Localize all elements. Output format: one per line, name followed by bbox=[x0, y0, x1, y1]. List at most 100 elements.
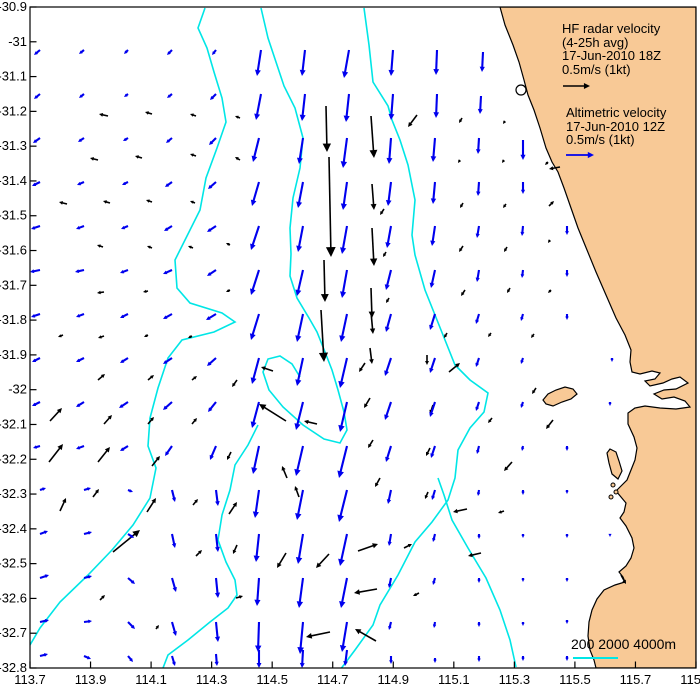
hf-vector-head bbox=[107, 415, 112, 420]
hf-vector-head bbox=[408, 121, 413, 127]
alt-vector-shaft bbox=[338, 489, 349, 521]
alt-vector bbox=[295, 533, 305, 564]
alt-vector bbox=[170, 533, 177, 548]
hf-vector-head bbox=[103, 200, 107, 204]
alt-vector-shaft bbox=[295, 401, 305, 429]
hf-vector bbox=[147, 417, 154, 425]
alt-vector bbox=[210, 93, 217, 100]
alt-vector-shaft bbox=[297, 181, 305, 207]
alt-vector-head bbox=[129, 489, 133, 493]
legend-hf-title: HF radar velocity bbox=[562, 21, 661, 36]
alt-vector bbox=[475, 225, 481, 238]
alt-vector bbox=[386, 489, 393, 504]
alt-vector-head bbox=[608, 402, 612, 406]
alt-vector-head bbox=[165, 451, 170, 456]
bathymetry-contour bbox=[30, 7, 237, 646]
alt-vector bbox=[388, 49, 395, 76]
hf-vector bbox=[195, 550, 202, 557]
alt-vector bbox=[475, 313, 481, 324]
alt-vector-shaft bbox=[298, 577, 305, 607]
alt-vector bbox=[120, 357, 129, 363]
alt-vector-head bbox=[209, 454, 214, 460]
alt-vector-head bbox=[129, 658, 133, 662]
alt-vector-head bbox=[120, 447, 125, 451]
hf-vector-head bbox=[190, 113, 194, 117]
alt-vector bbox=[214, 489, 220, 506]
alt-vector-head bbox=[429, 282, 435, 288]
alt-vector-head bbox=[207, 272, 212, 276]
islet bbox=[608, 494, 614, 500]
alt-vector bbox=[429, 357, 436, 373]
alt-vector bbox=[208, 401, 217, 412]
alt-vector bbox=[163, 313, 173, 319]
alt-scale-arrow bbox=[566, 151, 594, 159]
alt-vector bbox=[254, 577, 261, 606]
alt-vector-head bbox=[172, 631, 177, 636]
y-tick-label: -31.1 bbox=[0, 69, 27, 84]
alt-vector-shaft bbox=[251, 357, 261, 383]
hf-vector bbox=[403, 544, 412, 549]
alt-vector bbox=[476, 489, 481, 496]
hf-vector-head bbox=[532, 390, 536, 394]
alt-vector-head bbox=[171, 543, 177, 548]
legend-alt-date: 17-Jun-2010 12Z bbox=[566, 118, 666, 134]
alt-vector-head bbox=[76, 358, 81, 362]
alt-vector-head bbox=[76, 313, 81, 318]
alt-vector-head bbox=[167, 51, 171, 55]
hf-vector bbox=[59, 201, 68, 205]
alt-vector-head bbox=[208, 407, 213, 412]
legend-alt-title: Altimetric velocity bbox=[566, 105, 667, 120]
alt-vector bbox=[338, 401, 349, 432]
alt-vector-head bbox=[75, 269, 80, 274]
hf-vector bbox=[146, 498, 156, 513]
alt-vector bbox=[123, 137, 129, 141]
hf-vector-head bbox=[368, 443, 372, 448]
hf-vector bbox=[488, 332, 492, 337]
alt-vector bbox=[120, 445, 129, 451]
alt-vector bbox=[127, 621, 135, 629]
alt-vector-head bbox=[214, 636, 221, 642]
alt-vector bbox=[166, 137, 173, 143]
alt-vector-head bbox=[250, 377, 257, 384]
hf-vector-head bbox=[232, 549, 237, 554]
legend-hf-radar: HF radar velocity (4-25h avg) 17-Jun-201… bbox=[562, 22, 661, 76]
alt-vector bbox=[477, 622, 481, 627]
alt-vector bbox=[520, 225, 525, 236]
hf-vector-head bbox=[144, 334, 148, 337]
hf-vector-head bbox=[320, 293, 329, 302]
alt-vector bbox=[249, 313, 261, 340]
y-tick-label: -31.7 bbox=[0, 277, 27, 292]
hf-vector-head bbox=[502, 159, 506, 163]
alt-vector-head bbox=[164, 227, 169, 231]
alt-vector-head bbox=[121, 225, 126, 230]
alt-vector-head bbox=[475, 406, 480, 411]
hf-vector-head bbox=[57, 444, 63, 451]
hf-vector-head bbox=[504, 248, 508, 252]
alt-vector-head bbox=[32, 182, 37, 186]
alt-vector bbox=[127, 489, 133, 493]
hf-vector bbox=[507, 287, 511, 293]
alt-vector bbox=[250, 225, 260, 250]
alt-vector-head bbox=[475, 233, 480, 238]
alt-vector bbox=[433, 93, 440, 118]
bathymetry-contour bbox=[437, 477, 517, 668]
hf-vector-head bbox=[459, 119, 463, 123]
alt-vector-shaft bbox=[298, 137, 305, 163]
alt-vector-head bbox=[339, 645, 347, 652]
hf-vector bbox=[191, 376, 197, 381]
hf-vector-head bbox=[56, 408, 62, 414]
hf-vector bbox=[99, 595, 105, 601]
alt-vector bbox=[39, 530, 48, 535]
hf-vector bbox=[408, 114, 418, 127]
hf-vector bbox=[145, 111, 153, 115]
alt-vector bbox=[214, 577, 221, 598]
alt-vector bbox=[477, 534, 481, 539]
alt-vector bbox=[520, 269, 525, 278]
alt-scale-arrow-head bbox=[587, 151, 594, 159]
alt-vector bbox=[83, 575, 92, 580]
alt-vector-head bbox=[78, 138, 82, 142]
alt-vector-head bbox=[343, 115, 350, 122]
hf-vector bbox=[228, 502, 237, 515]
alt-vector-head bbox=[387, 583, 392, 588]
